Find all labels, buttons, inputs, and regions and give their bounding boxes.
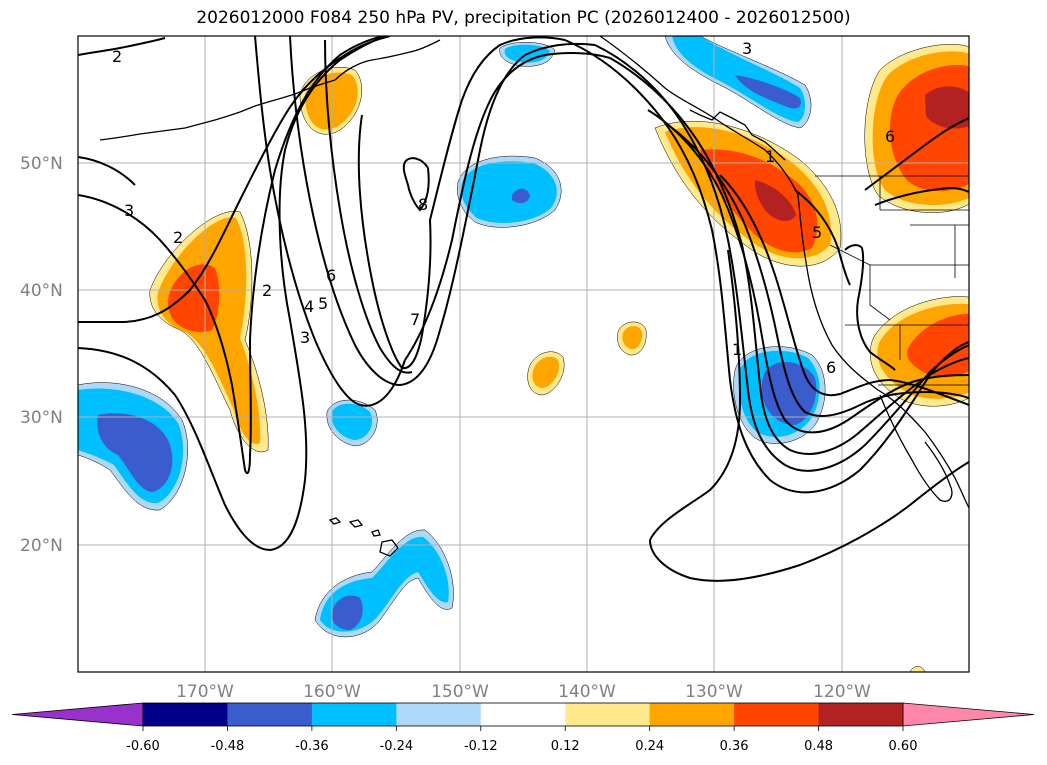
colorbar-ticks: -0.60 -0.48 -0.36 -0.24 -0.12 0.12 0.24 0.36 0.4… (126, 726, 917, 754)
contour-label-2-south: 2 (262, 281, 272, 300)
colorbar-segment (227, 703, 313, 726)
precip-darkred-nw-canada (925, 86, 969, 129)
colorbar-segment (396, 703, 482, 726)
pv-contour-ridge-2 (439, 42, 596, 331)
pv-contour-3-west (78, 36, 386, 475)
gridlines (78, 36, 969, 672)
contour-label-6-ne: 6 (885, 127, 895, 146)
precip-darkred-pnw (754, 180, 796, 222)
colorbar-segments (143, 703, 904, 726)
lat-label-20n: 20°N (20, 536, 63, 556)
precip-dot-137w-core (622, 326, 643, 350)
colorbar-tick-label: -0.12 (464, 739, 498, 754)
map-content: 2 3 2 2 6 5 4 3 8 7 3 1 5 6 6 1 (78, 36, 969, 672)
negprecip-146w-blue (512, 188, 530, 204)
lon-label-150w: 150°W (431, 682, 489, 702)
colorbar-extend-over (902, 702, 1035, 727)
pv-contour-8 (402, 157, 430, 212)
colorbar-segment (649, 703, 735, 726)
colorbar-segment (565, 703, 651, 726)
contour-label-1-east: 1 (732, 340, 742, 359)
precip-red-170w (167, 264, 220, 332)
map-frame (77, 35, 970, 673)
pv-contour-ne-6 (864, 117, 969, 191)
pv-contour-7 (357, 114, 432, 370)
precip-orange-160w-55n (305, 72, 358, 130)
pv-contour-2-south (78, 36, 386, 552)
contour-label-6: 6 (326, 266, 336, 285)
negprecip-west-blue (97, 413, 173, 492)
colorbar-extend-under (11, 702, 144, 727)
colorbar-tick-label: -0.48 (211, 739, 245, 754)
contour-label-3-top: 3 (742, 39, 752, 58)
pv-contour-east-4 (647, 109, 969, 434)
colorbar-tick-label: 0.24 (635, 739, 664, 754)
colorbar-tick-label: -0.24 (380, 739, 414, 754)
pv-contour-2-west (78, 36, 391, 323)
colorbar-tick-label: 0.48 (804, 739, 833, 754)
pv-contour-east-6 (719, 174, 969, 406)
lon-label-160w: 160°W (303, 682, 361, 702)
lon-labels: 170°W 160°W 150°W 140°W 130°W 120°W (176, 682, 871, 702)
lon-label-120w: 120°W (813, 682, 871, 702)
pv-contour-south-arc-2 (649, 461, 969, 582)
colorbar: -0.60 -0.48 -0.36 -0.24 -0.12 0.12 0.24 0.36 0.4… (11, 702, 1035, 754)
colorbar-segment (311, 703, 397, 726)
pv-contour-east-2 (594, 44, 969, 472)
colorbar-tick-label: 0.60 (889, 739, 918, 754)
lon-label-140w: 140°W (558, 682, 616, 702)
colorbar-segment (143, 703, 228, 726)
colorbar-tick-label: 0.36 (720, 739, 749, 754)
colorbar-tick-label: -0.60 (126, 739, 160, 754)
contour-label-5-east: 5 (812, 223, 822, 242)
contour-label-3-west: 3 (124, 201, 134, 220)
political-borders (815, 175, 969, 386)
negprecip-158w-cyan (331, 403, 373, 440)
precip-dot-143w-core (532, 356, 559, 388)
coastlines (99, 36, 969, 557)
contour-label-2-west: 2 (173, 228, 183, 247)
pv-contour-ridge-1 (429, 36, 566, 221)
colorbar-frame (142, 702, 904, 727)
pv-contour-ridge-3 (404, 52, 611, 361)
contour-label-8: 8 (418, 195, 428, 214)
negprecip-146w-cyan (461, 161, 557, 224)
colorbar-tick-label: -0.36 (295, 739, 329, 754)
contour-label-5: 5 (318, 294, 328, 313)
contour-label-1-pnw: 1 (765, 147, 775, 166)
map-title: 2026012000 F084 250 hPa PV, precipitatio… (196, 8, 851, 28)
pv-contour-4 (254, 36, 406, 407)
colorbar-tick-label: 0.12 (551, 739, 580, 754)
precip-red-pnw (700, 149, 818, 253)
lon-label-130w: 130°W (685, 682, 743, 702)
pv-contour-6 (324, 39, 413, 374)
lat-labels: 50°N 40°N 30°N 20°N (20, 154, 63, 556)
contour-label-6-se: 6 (826, 358, 836, 377)
pv-contours (78, 36, 969, 582)
pv-contour-ne-7 (874, 186, 969, 206)
lat-label-40n: 40°N (20, 281, 63, 301)
lat-label-50n: 50°N (20, 154, 63, 174)
lon-label-170w: 170°W (176, 682, 234, 702)
pv-contour-east-5 (667, 124, 969, 417)
pv-contour-ne-1 (794, 189, 851, 286)
contour-label-4: 4 (304, 297, 314, 316)
pv-contour-ne-2 (844, 244, 896, 371)
colorbar-segment (734, 703, 820, 726)
contour-labels: 2 3 2 2 6 5 4 3 8 7 3 1 5 6 6 1 (112, 39, 895, 377)
negprecip-hawaii-blue (331, 595, 363, 630)
pv-contour-2-top-left (78, 37, 166, 56)
contour-label-7: 7 (410, 310, 420, 329)
lat-label-30n: 30°N (20, 408, 63, 428)
pv-contour-south-arc (649, 249, 742, 541)
pv-contour-2-upper-left (78, 156, 136, 186)
precip-red-california (907, 313, 969, 378)
contour-label-2-top: 2 (112, 47, 122, 66)
pv-contour-5 (289, 36, 441, 387)
colorbar-segment (480, 703, 566, 726)
colorbar-segment (818, 703, 904, 726)
contour-label-3: 3 (300, 328, 310, 347)
negprecip-alaska-blue (735, 75, 801, 109)
